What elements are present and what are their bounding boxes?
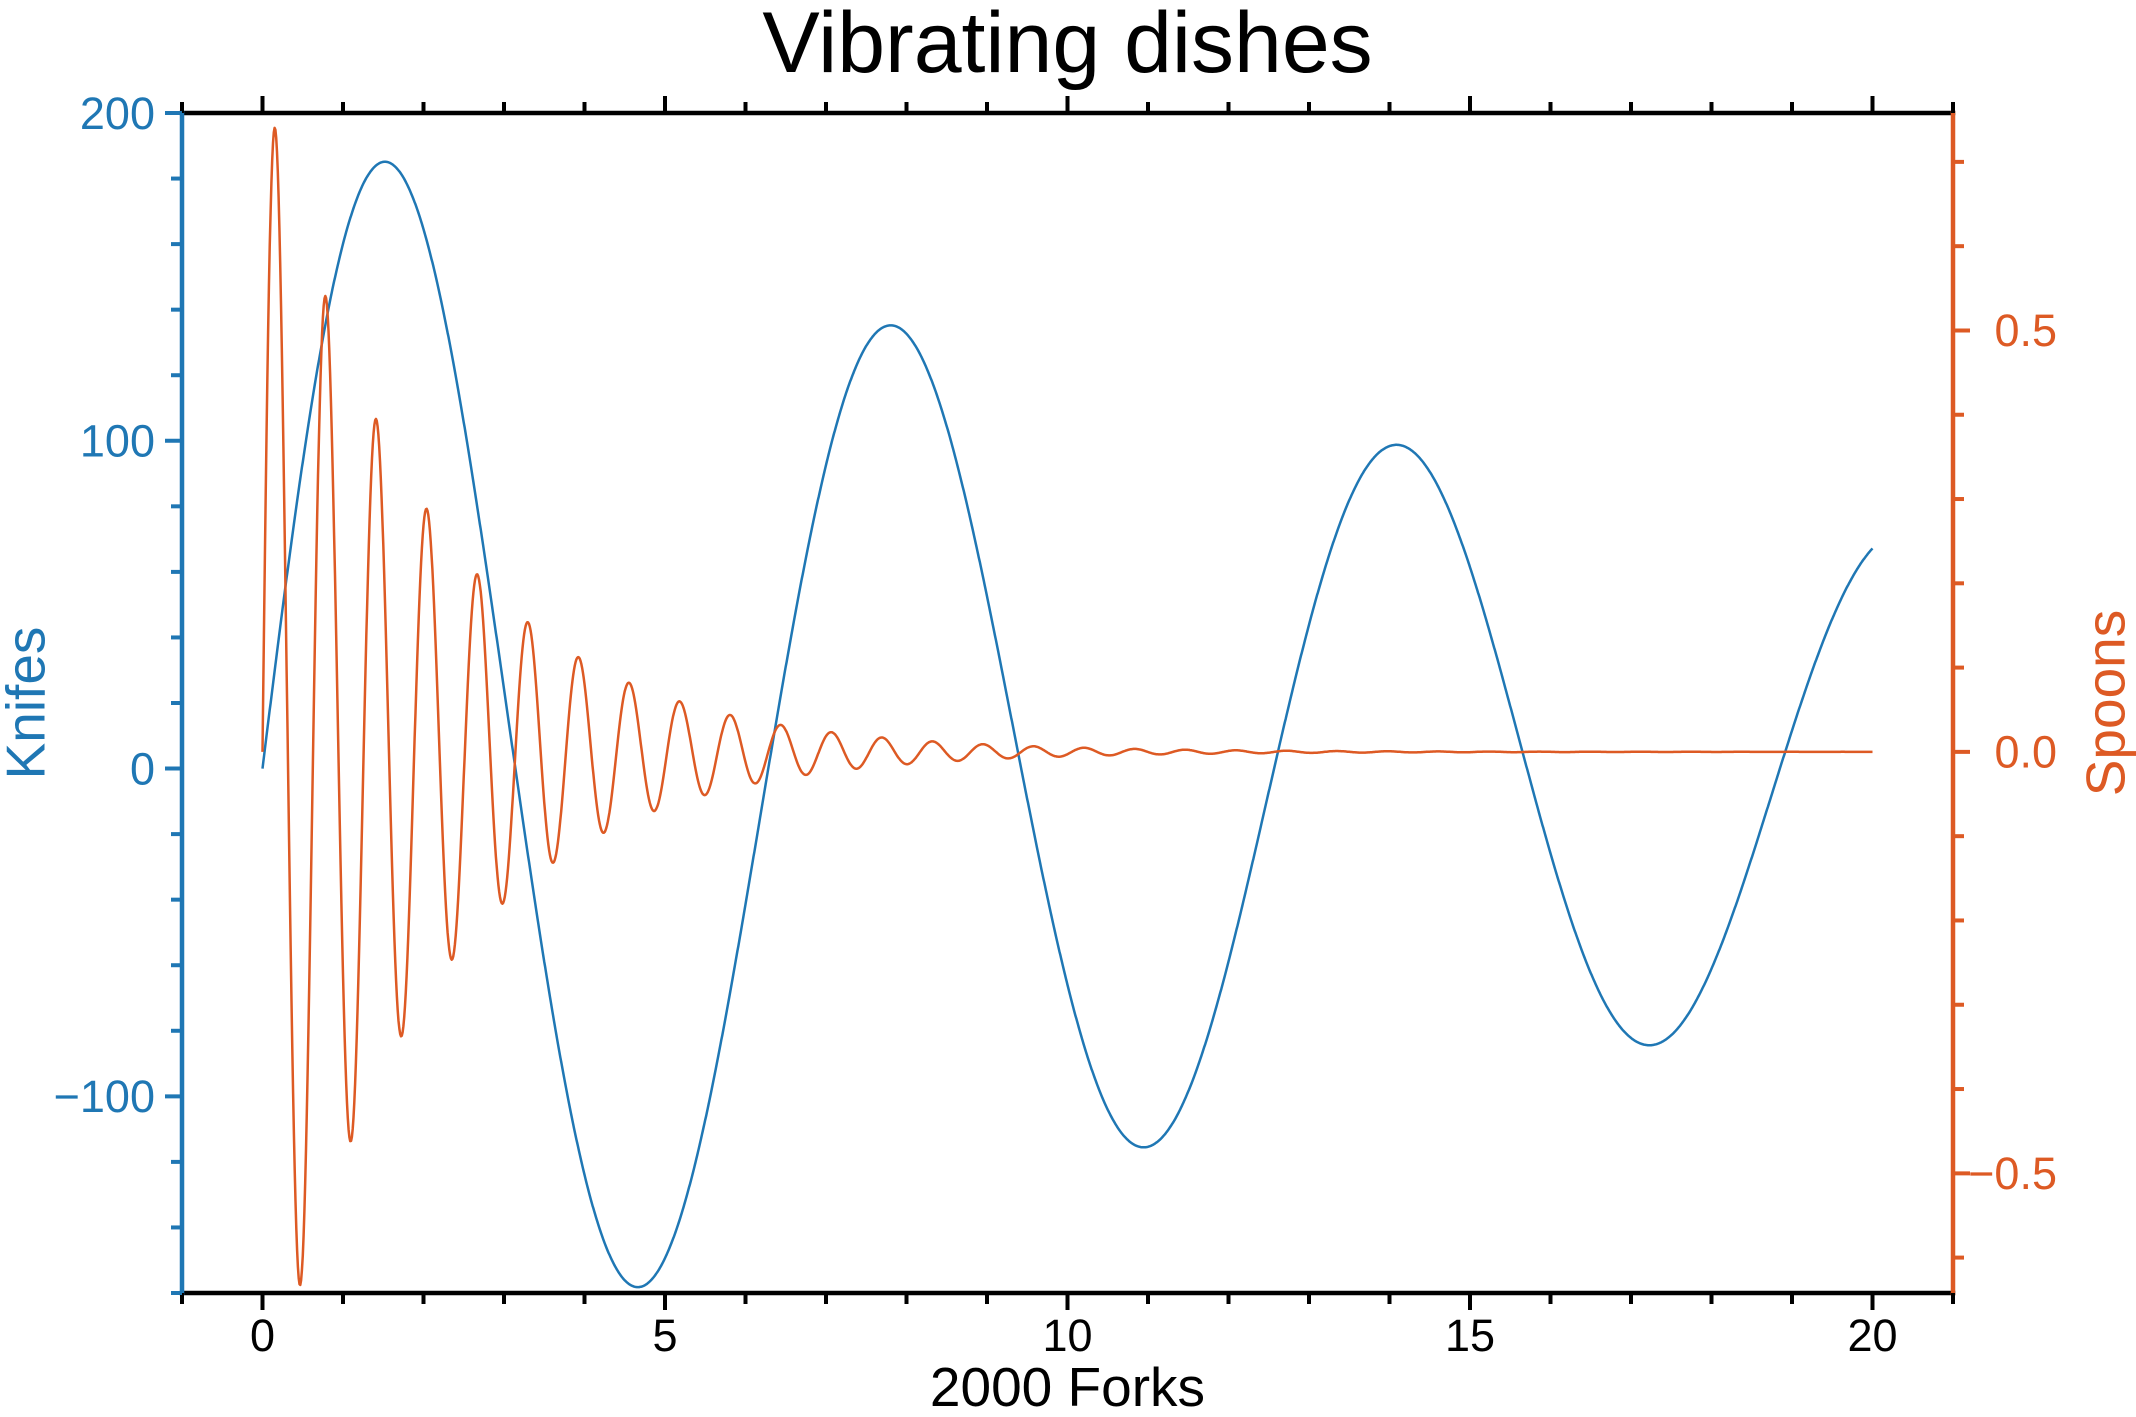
x-tick-label: 20: [1847, 1310, 1897, 1361]
x-tick-label: 5: [652, 1310, 677, 1361]
curve-knifes: [261, 160, 1874, 1289]
left-axis-label: Knifes: [0, 626, 57, 780]
right-tick-label: −0.5: [1968, 1148, 2057, 1199]
x-tick-label: 0: [250, 1310, 275, 1361]
right-tick-label: 0.0: [1994, 727, 2057, 778]
x-axis-label: 2000 Forks: [929, 1356, 1206, 1417]
curve-spoons: [261, 126, 1873, 1287]
x-tick-label: 15: [1445, 1310, 1495, 1361]
left-tick-label: 100: [80, 416, 155, 467]
right-tick-label: 0.5: [1994, 305, 2057, 356]
x-tick-label: 10: [1042, 1310, 1092, 1361]
left-tick-label: −100: [54, 1071, 155, 1122]
chart-title: Vibrating dishes: [762, 0, 1373, 91]
left-tick-label: 0: [130, 743, 155, 794]
left-tick-label: 200: [80, 88, 155, 139]
right-axis-label: Spoons: [2074, 609, 2136, 797]
